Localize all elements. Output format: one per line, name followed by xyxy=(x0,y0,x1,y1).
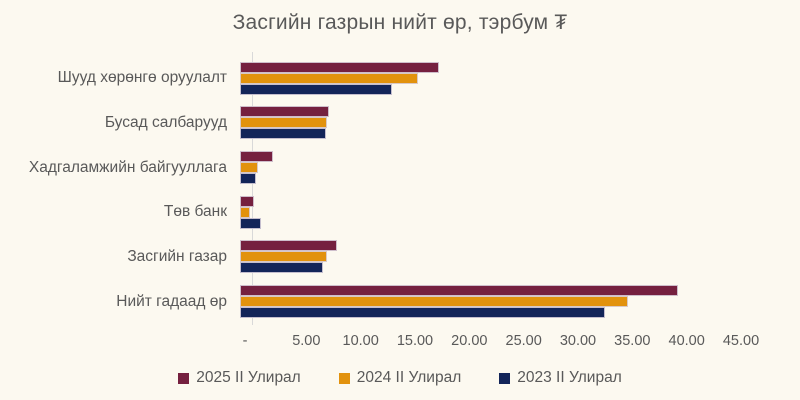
legend-item: 2024 II Улирал xyxy=(338,369,462,387)
bar-2025 xyxy=(240,285,678,297)
bar-2025 xyxy=(240,61,439,73)
legend-item: 2025 II Улирал xyxy=(178,369,301,387)
x-tick-label: 30.00 xyxy=(559,333,597,349)
legend-label: 2025 II Улирал xyxy=(196,369,301,386)
category-row: Нийт гадаад өр xyxy=(0,279,800,324)
x-axis-tick-labels: - 5.00 10.00 15.00 20.00 25.00 30.00 35.00 40.00… xyxy=(243,333,760,353)
category-row: Бусад салбарууд xyxy=(0,101,800,146)
legend-item: 2023 II Улирал xyxy=(499,369,622,387)
bar-group xyxy=(240,285,729,319)
category-row: Засгийн газар xyxy=(0,235,800,280)
bar-2023 xyxy=(240,83,393,95)
bar-group xyxy=(240,151,729,185)
bar-2024 xyxy=(240,251,327,263)
bar-2023 xyxy=(240,173,257,185)
bar-2025 xyxy=(240,195,255,207)
bar-2024 xyxy=(240,206,250,218)
category-label: Хадгаламжийн байгууллага xyxy=(28,158,227,176)
bar-2023 xyxy=(240,262,323,274)
x-tick-label: 25.00 xyxy=(505,333,542,349)
x-tick-label: 15.00 xyxy=(396,333,434,349)
bar-2024 xyxy=(240,162,259,174)
legend-swatch-icon xyxy=(178,372,190,384)
bar-group xyxy=(240,106,729,140)
bar-group xyxy=(240,195,729,229)
legend-label: 2023 II Улирал xyxy=(517,369,622,386)
legend: 2025 II Улирал 2024 II Улирал 2023 II Улир… xyxy=(0,369,800,387)
bar-2024 xyxy=(240,117,327,129)
category-label: Төв банк xyxy=(163,203,227,221)
bar-group xyxy=(240,240,729,274)
bar-group xyxy=(240,61,729,95)
y-axis-line xyxy=(252,52,253,325)
category-label: Засгийн газар xyxy=(127,247,227,265)
x-tick-label: 35.00 xyxy=(614,333,651,349)
category-label: Шууд хөрөнгө оруулалт xyxy=(57,69,227,87)
legend-label: 2024 II Улирал xyxy=(356,369,462,386)
category-row: Хадгаламжийн байгууллага xyxy=(0,145,800,190)
bar-2024 xyxy=(240,296,628,308)
category-label: Бусад салбарууд xyxy=(104,113,227,131)
category-label: Нийт гадаад өр xyxy=(116,292,227,310)
x-tick-label: 40.00 xyxy=(668,333,705,349)
legend-swatch-icon xyxy=(338,372,350,384)
x-tick-label: - xyxy=(242,333,248,349)
x-tick-label: 45.00 xyxy=(722,333,760,349)
bar-2023 xyxy=(240,307,606,319)
category-row: Төв банк xyxy=(0,190,800,235)
bar-2025 xyxy=(240,240,337,252)
category-row: Шууд хөрөнгө оруулалт xyxy=(0,56,800,101)
bar-2025 xyxy=(240,151,273,163)
x-tick-label: 20.00 xyxy=(451,333,488,349)
legend-swatch-icon xyxy=(499,372,511,384)
plot-area: Шууд хөрөнгө оруулалт Бусад салбарууд Хадг… xyxy=(0,56,800,324)
x-tick-label: 5.00 xyxy=(292,333,321,349)
bar-2023 xyxy=(240,217,261,229)
bar-2025 xyxy=(240,106,330,118)
chart-title: Засгийн газрын нийт өр, тэрбум ₮ xyxy=(232,11,568,34)
bar-2023 xyxy=(240,128,326,140)
bar-2024 xyxy=(240,72,419,84)
x-tick-label: 10.00 xyxy=(342,333,379,349)
